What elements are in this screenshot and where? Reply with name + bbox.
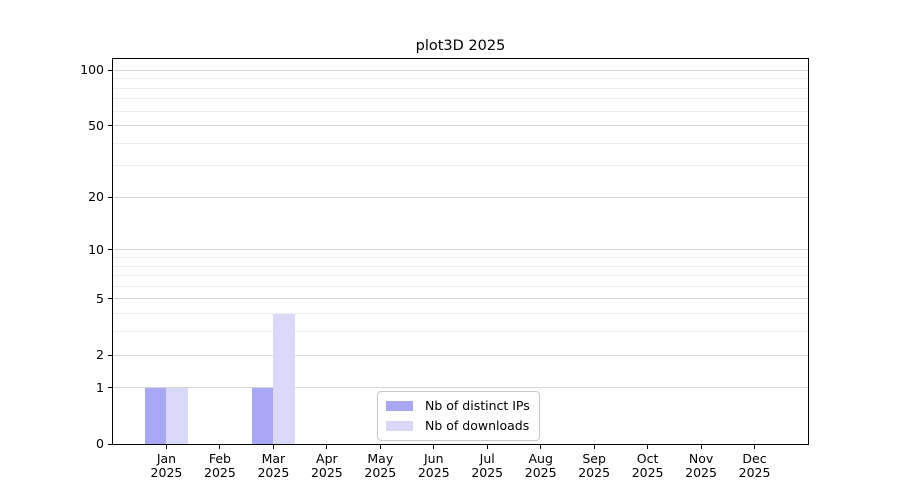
- x-tick-label-feb: Feb 2025: [204, 451, 236, 480]
- x-tick-label-sep: Sep 2025: [578, 451, 611, 480]
- chart-title: plot3D 2025: [415, 38, 506, 54]
- plot-area: Nb of distinct IPs Nb of downloads: [112, 58, 809, 445]
- grid-layer: [113, 59, 808, 444]
- y-tick-label: 1: [96, 379, 104, 395]
- gridline-minor: [113, 98, 808, 100]
- y-tick-mark: [108, 443, 113, 445]
- x-tick-label-oct: Oct 2025: [631, 451, 664, 480]
- gridline-minor: [113, 285, 808, 287]
- gridline-minor: [113, 265, 808, 267]
- gridline-major: [113, 196, 808, 198]
- x-tick-mark: [272, 444, 274, 449]
- x-tick-label-apr: Apr 2025: [310, 451, 343, 480]
- gridline-major: [113, 354, 808, 356]
- legend-item-downloads: Nb of downloads: [386, 418, 530, 433]
- y-tick-mark: [108, 387, 113, 389]
- x-tick-label-may: May 2025: [364, 451, 397, 480]
- y-tick-mark: [108, 69, 113, 71]
- x-tick-mark: [540, 444, 542, 449]
- y-tick-label: 0: [96, 436, 104, 451]
- x-tick-label-aug: Aug 2025: [524, 451, 557, 480]
- x-tick-label-nov: Nov 2025: [685, 451, 717, 480]
- y-tick-mark: [108, 354, 113, 356]
- bar-distinct-ips-jan: [144, 387, 167, 444]
- gridline-minor: [113, 331, 808, 333]
- bar-distinct-ips-mar: [251, 387, 274, 444]
- y-tick-mark: [108, 125, 113, 127]
- x-tick-mark: [326, 444, 328, 449]
- gridline-minor: [113, 78, 808, 80]
- x-tick-mark: [486, 444, 488, 449]
- x-tick-mark: [379, 444, 381, 449]
- x-tick-mark: [647, 444, 649, 449]
- legend-swatch-distinct-ips-icon: [386, 400, 413, 411]
- x-tick-mark: [700, 444, 702, 449]
- bar-downloads-jan: [166, 387, 188, 444]
- gridline-major: [113, 69, 808, 71]
- legend-label-downloads: Nb of downloads: [425, 418, 530, 433]
- y-tick-label: 50: [88, 117, 104, 133]
- bar-downloads-mar: [273, 313, 295, 444]
- bars-layer: [113, 59, 808, 444]
- y-tick-mark: [108, 196, 113, 198]
- y-tick-mark: [108, 249, 113, 251]
- y-tick-label: 10: [88, 241, 104, 257]
- y-tick-mark: [108, 298, 113, 300]
- x-tick-mark: [593, 444, 595, 449]
- gridline-minor: [113, 313, 808, 315]
- x-tick-label-jul: Jul 2025: [471, 451, 504, 480]
- legend: Nb of distinct IPs Nb of downloads: [377, 391, 540, 441]
- gridline-major: [113, 125, 808, 127]
- gridline-minor: [113, 165, 808, 167]
- gridline-major: [113, 387, 808, 389]
- gridline-major: [113, 249, 808, 251]
- x-tick-label-dec: Dec 2025: [738, 451, 771, 480]
- gridline-minor: [113, 257, 808, 258]
- y-tick-label: 20: [88, 189, 104, 205]
- x-tick-mark: [165, 444, 167, 449]
- y-tick-label: 2: [96, 347, 104, 363]
- x-tick-label-jan: Jan 2025: [150, 451, 183, 480]
- y-tick-label: 100: [80, 62, 104, 78]
- y-tick-label: 5: [96, 290, 104, 306]
- x-tick-mark: [754, 444, 756, 449]
- gridline-major: [113, 298, 808, 300]
- gridline-minor: [113, 110, 808, 112]
- x-tick-mark: [433, 444, 435, 449]
- gridline-minor: [113, 275, 808, 277]
- legend-item-distinct-ips: Nb of distinct IPs: [386, 398, 530, 413]
- x-tick-mark: [219, 444, 221, 449]
- x-tick-label-mar: Mar 2025: [257, 451, 290, 480]
- gridline-minor: [113, 142, 808, 144]
- x-tick-label-jun: Jun 2025: [417, 451, 450, 480]
- legend-swatch-downloads-icon: [386, 420, 413, 431]
- legend-label-distinct-ips: Nb of distinct IPs: [425, 398, 530, 413]
- gridline-minor: [113, 87, 808, 89]
